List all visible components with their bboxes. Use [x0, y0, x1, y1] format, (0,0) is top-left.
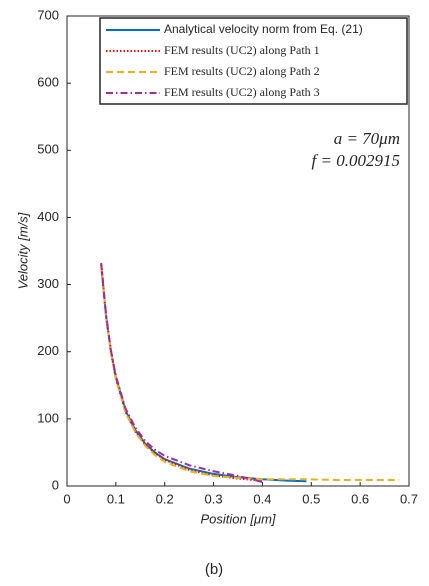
x-tick-label: 0.6: [351, 491, 369, 506]
y-tick-label: 200: [37, 343, 59, 358]
x-tick-label: 0: [63, 491, 70, 506]
legend-box: [99, 17, 408, 105]
series-line: [100, 262, 263, 483]
y-tick-label: 500: [37, 142, 59, 157]
legend-label: FEM results (UC2) along Path 1: [164, 43, 320, 57]
y-tick-label: 300: [37, 276, 59, 291]
series-line: [100, 264, 400, 481]
series-line: [100, 264, 263, 482]
y-tick-label: 700: [37, 7, 59, 22]
x-tick-label: 0.2: [156, 491, 174, 506]
x-axis-label: Position [μm]: [200, 511, 275, 526]
y-axis-label: Velocity [m/s]: [15, 212, 30, 289]
caption: (b): [205, 561, 223, 578]
x-tick-label: 0.3: [205, 491, 223, 506]
legend-label: Analytical velocity norm from Eq. (21): [164, 22, 363, 36]
y-tick-label: 100: [37, 410, 59, 425]
plot-frame: [66, 15, 410, 487]
x-tick-label: 0.4: [253, 491, 271, 506]
x-tick-label: 0.5: [302, 491, 320, 506]
y-tick-label: 0: [52, 477, 59, 492]
y-tick-label: 400: [37, 209, 59, 224]
annotation: a = 70μm: [334, 129, 400, 148]
series-line: [100, 264, 307, 483]
x-tick-label: 0.1: [107, 491, 125, 506]
y-tick-label: 600: [37, 75, 59, 90]
annotation: f = 0.002915: [312, 151, 400, 170]
x-tick-label: 0.7: [400, 491, 418, 506]
legend-label: FEM results (UC2) along Path 2: [164, 64, 320, 78]
legend-label: FEM results (UC2) along Path 3: [164, 85, 320, 99]
